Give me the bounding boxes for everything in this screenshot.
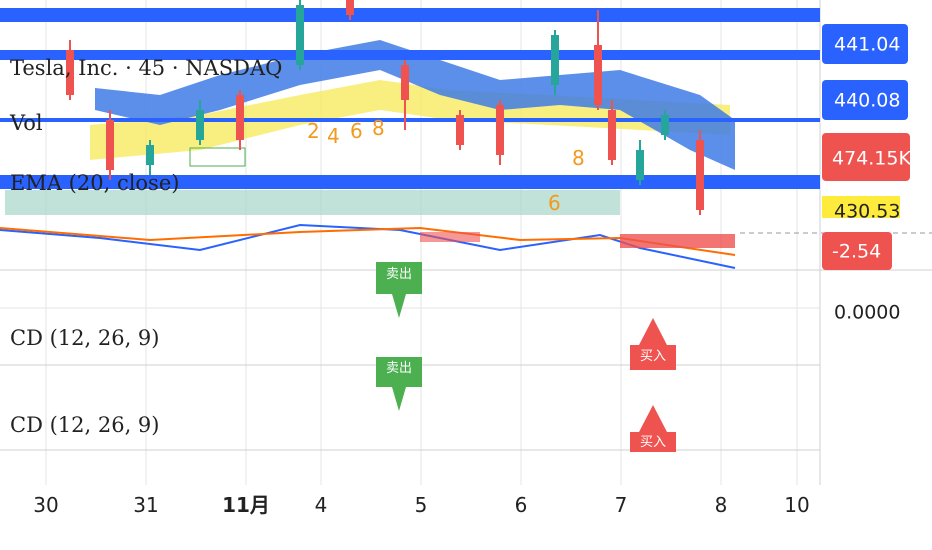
time-label: 5: [415, 493, 428, 517]
candles: [66, 0, 704, 215]
legend: CD (12, 26, 9): [10, 413, 159, 437]
legend: EMA (20, close): [10, 171, 179, 195]
price-label: 430.53: [834, 201, 900, 223]
macd: [0, 223, 932, 269]
price-scale: 441.04 440.08 474.15K 430.53 -2.54 0.000…: [822, 24, 911, 324]
time-label: 30: [33, 493, 58, 517]
time-label: 6: [515, 493, 528, 517]
signal-label: 买入: [640, 435, 666, 450]
signal-markers: 卖出 卖出 买入 买入: [376, 262, 676, 452]
legend: Vol: [9, 111, 43, 135]
symbol-title: Tesla, Inc. · 45 · NASDAQ: [10, 56, 282, 80]
signal-label: 卖出: [386, 361, 412, 376]
count: 2: [307, 119, 320, 143]
time-label: 10: [784, 493, 809, 517]
price-label: 0.0000: [834, 302, 900, 324]
time-label: 8: [715, 493, 728, 517]
count: 6: [350, 119, 363, 143]
price-label: 440.08: [834, 90, 900, 112]
time-label: 11月: [222, 493, 270, 517]
count: 4: [327, 124, 340, 148]
time-label: 4: [315, 493, 328, 517]
bands: [0, 8, 820, 215]
price-label: 474.15K: [832, 148, 911, 170]
signal-label: 卖出: [386, 267, 412, 282]
price-label: -2.54: [832, 241, 881, 263]
legend: CD (12, 26, 9): [10, 326, 159, 350]
time-label: 7: [615, 493, 628, 517]
counts: 2 4 6 8 8 6: [307, 116, 585, 215]
signal-label: 买入: [640, 349, 666, 364]
count: 8: [372, 116, 385, 140]
count: 8: [572, 146, 585, 170]
time-axis: 30 31 11月 4 5 6 7 8 10: [33, 493, 809, 517]
legends: Tesla, Inc. · 45 · NASDAQ Vol EMA (20, c…: [9, 56, 282, 437]
time-label: 31: [133, 493, 158, 517]
count: 6: [548, 191, 561, 215]
price-label: 441.04: [834, 34, 900, 56]
